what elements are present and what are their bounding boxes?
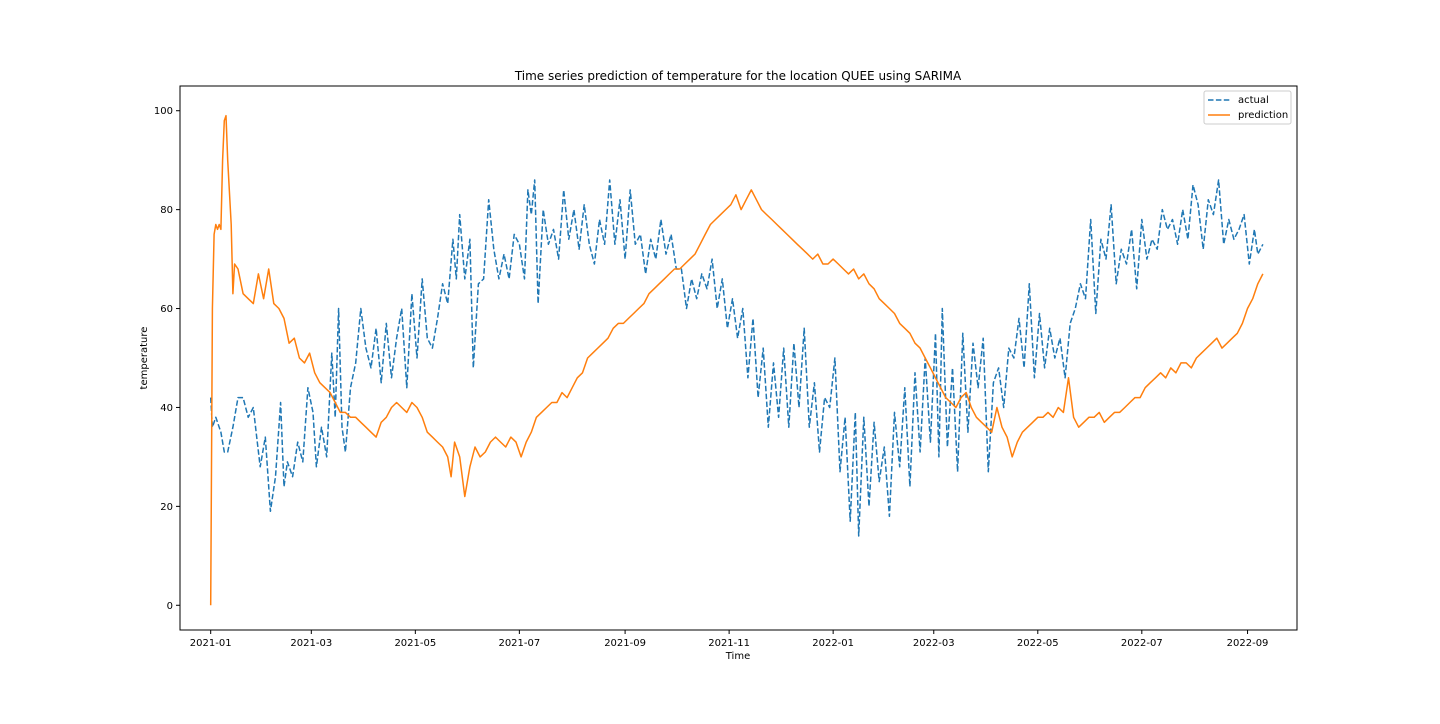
- x-tick-label: 2022-09: [1227, 638, 1269, 649]
- x-axis: 2021-01 2021-03 2021-05 2021-07 2021-09 2021-…: [190, 630, 1269, 649]
- x-tick-label: 2022-01: [812, 638, 854, 649]
- y-tick-label: 20: [160, 502, 173, 513]
- y-tick-label: 0: [167, 601, 173, 612]
- legend-label-prediction: prediction: [1238, 110, 1288, 121]
- y-tick-label: 40: [160, 403, 173, 414]
- legend: actual prediction: [1203, 90, 1292, 125]
- series-line-prediction: [209, 114, 1264, 606]
- x-tick-label: 2022-05: [1017, 638, 1059, 649]
- legend-label-actual: actual: [1238, 95, 1269, 106]
- y-axis-label: temperature: [139, 327, 150, 390]
- series-layer: [209, 114, 1264, 606]
- x-tick-label: 2021-07: [498, 638, 540, 649]
- x-tick-label: 2021-09: [604, 638, 646, 649]
- series-line-actual: [209, 179, 1264, 537]
- y-tick-label: 100: [154, 106, 173, 117]
- plot-frame: [179, 85, 1298, 631]
- plot-area: [179, 85, 1298, 631]
- x-tick-label: 2021-11: [708, 638, 750, 649]
- x-tick-label: 2021-01: [190, 638, 232, 649]
- x-tick-label: 2021-03: [290, 638, 332, 649]
- x-axis-label: Time: [725, 651, 750, 662]
- y-tick-label: 60: [160, 304, 173, 315]
- x-tick-label: 2022-03: [913, 638, 955, 649]
- x-tick-label: 2022-07: [1121, 638, 1163, 649]
- x-tick-label: 2021-05: [394, 638, 436, 649]
- chart-title: Time series prediction of temperature fo…: [514, 69, 962, 83]
- y-axis: 0 20 40 60 80 100: [154, 106, 180, 612]
- y-tick-label: 80: [160, 205, 173, 216]
